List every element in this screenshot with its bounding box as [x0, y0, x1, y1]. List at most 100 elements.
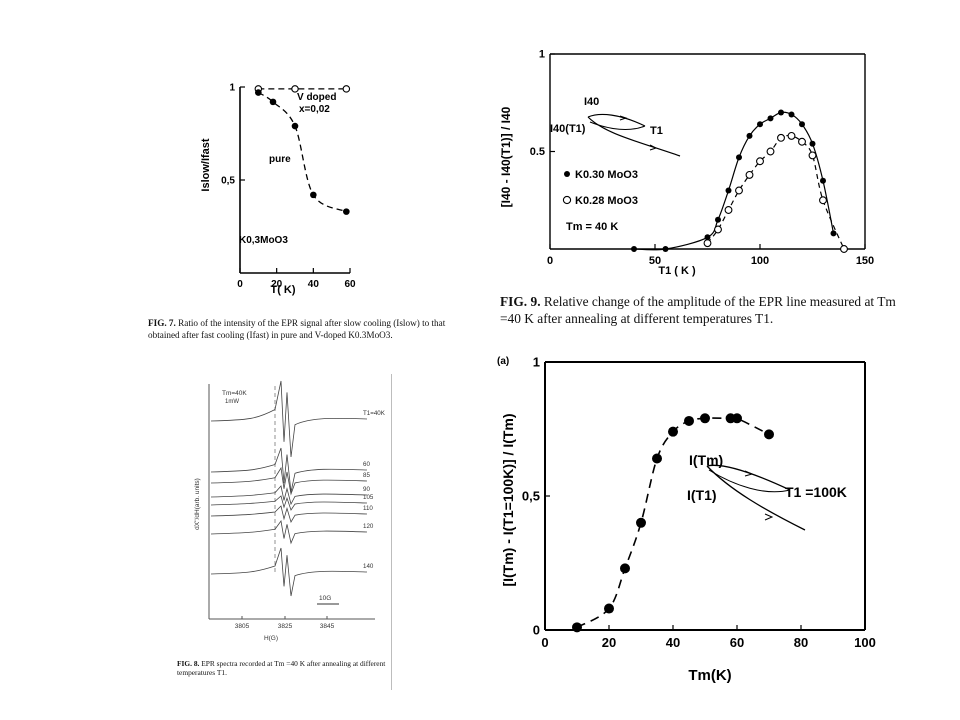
- fig8-trace-label: 85: [363, 472, 370, 479]
- fig8-trace-label: 140: [363, 563, 374, 570]
- fig9-k030-point: [715, 216, 721, 223]
- fig-a-inset: I(Tm) I(T1) T1 =100K: [687, 452, 847, 531]
- fig7-ylabel: Islow/Ifast: [200, 138, 212, 192]
- fig7-marks: [254, 85, 351, 215]
- fig9-k030-point: [778, 109, 784, 116]
- fig9-x-tick-label: 50: [649, 255, 661, 267]
- fig9-k030-point: [799, 121, 805, 128]
- fig8-x-tick-label: 3825: [278, 623, 293, 630]
- fig-a-point: [684, 415, 694, 426]
- fig-a-x-tick-label: 20: [602, 635, 616, 650]
- fig9-k030-point: [662, 246, 669, 252]
- fig7-xlabel: T( K): [270, 284, 295, 296]
- fig8-spectrum-trace: [210, 447, 368, 493]
- fig8-spectrum-trace: [210, 505, 368, 523]
- fig9-k030-point: [757, 121, 763, 128]
- fig8-scan-frame: [147, 374, 392, 690]
- fig-a-marks: [572, 413, 774, 633]
- fig7-vdoped-point: [291, 85, 299, 93]
- fig9-k028-point: [756, 157, 764, 166]
- fig8-caption: FIG. 8. EPR spectra recorded at Tm =40 K…: [177, 659, 399, 677]
- fig9-k030-point: [725, 187, 732, 194]
- fig-a-inset-label-it1: I(T1): [687, 487, 717, 503]
- fig-a-y-tick-label: 1: [533, 354, 540, 369]
- fig-a-inset-label-itm: I(Tm): [689, 452, 723, 468]
- fig9-legend: K0.30 MoO3 K0.28 MoO3 Tm = 40 K: [562, 169, 638, 233]
- fig-a-inset-arrow: [744, 470, 754, 477]
- fig9-k028-point: [787, 131, 796, 140]
- fig9-k030-point: [788, 111, 795, 118]
- fig-a-inset-arrow: [764, 513, 774, 521]
- fig-a-x-tick-label: 40: [666, 635, 680, 650]
- fig8-spectrum-trace: [210, 380, 368, 458]
- fig8-spectrum-trace: [210, 547, 368, 597]
- fig7-x-tick-label: 40: [308, 279, 320, 290]
- fig9-k030-point: [704, 234, 711, 241]
- fig9-x-tick-label: 150: [856, 255, 874, 267]
- fig7-x-tick-label: 60: [344, 279, 356, 290]
- fig8-spectrum-trace: [210, 519, 368, 545]
- fig-a-y-tick-label: 0,5: [522, 488, 540, 503]
- fig9-k028-point: [840, 245, 848, 253]
- fig-a-point: [764, 429, 774, 440]
- fig-a-axes: 0 20 40 60 80 100 0 0,5 1: [522, 354, 876, 650]
- fig-a-x-tick-label: 60: [730, 635, 744, 650]
- fig7-pure-point: [343, 208, 350, 215]
- fig9-k030-point: [820, 177, 826, 184]
- fig7-caption-label: FIG. 7.: [148, 318, 176, 328]
- fig9-k028-point: [819, 196, 827, 205]
- fig8-x-tick-label: 3805: [235, 623, 250, 630]
- fig-a-point: [572, 622, 582, 633]
- fig7-caption: FIG. 7. Ratio of the intensity of the EP…: [148, 318, 448, 341]
- fig8-scan-edge: [391, 374, 392, 690]
- fig7-chart: 0 20 40 60 0,5 1 T( K) Islow/Ifast V doped x=…: [200, 82, 356, 296]
- panel-a-label: (a): [497, 356, 510, 367]
- fig-a-inset-label-t1: T1 =100K: [785, 484, 847, 500]
- fig9-inset-return-curve: [589, 121, 646, 130]
- fig8-trace-label: 105: [363, 494, 374, 501]
- fig8-annotation-tm: Tm=40K: [222, 390, 247, 397]
- fig7-annotation-v-doped: V doped: [297, 92, 336, 103]
- fig-a-x-tick-label: 0: [541, 635, 548, 650]
- fig-a-inset-upper-curve: [706, 464, 791, 491]
- fig9-k028-point: [724, 206, 733, 214]
- fig8-caption-label: FIG. 8.: [177, 659, 200, 668]
- fig8-annotation-power: 1mW: [225, 399, 239, 405]
- fig7-axes: 0 20 40 60 0,5 1: [221, 82, 356, 290]
- fig8-x-tick-label: 3845: [320, 623, 335, 630]
- fig-a-chart: 0 20 40 60 80 100 0 0,5 1 Tm(K) [I(Tm) - I(T1=10…: [500, 354, 876, 684]
- fig9-caption: FIG. 9. Relative change of the amplitude…: [500, 294, 910, 327]
- fig9-legend-k028: K0.28 MoO3: [575, 195, 638, 207]
- fig8-spectrum-trace: [210, 495, 368, 511]
- fig9-x-tick-label: 0: [547, 255, 553, 267]
- fig9-marks: [631, 109, 848, 253]
- fig-a-point: [604, 603, 614, 614]
- fig-a-point: [668, 426, 678, 437]
- fig8-trace-label: 110: [363, 505, 373, 512]
- fig9-k028-point: [714, 225, 722, 234]
- fig9-y-tick-label: 1: [539, 49, 545, 61]
- fig-a-point: [652, 453, 662, 464]
- fig9-k030-point: [631, 246, 637, 252]
- fig9-inset-label-t1: T1: [650, 125, 663, 137]
- fig9-inset: I40 I40(T1) T1: [550, 96, 681, 157]
- fig7-annotation-compound: K0,3MoO3: [239, 235, 288, 246]
- fig8-trace-label: 90: [363, 486, 370, 493]
- fig9-k028-point: [703, 239, 712, 248]
- fig7-caption-text: Ratio of the intensity of the EPR signal…: [148, 318, 446, 340]
- fig8-annotation-scale: 10G: [319, 595, 331, 602]
- fig9-k028-point: [808, 151, 817, 160]
- fig7-vdoped-point: [342, 85, 351, 93]
- fig7-annotation-pure: pure: [269, 154, 291, 165]
- fig9-inset-upper-curve: [587, 113, 646, 127]
- fig-a-point: [636, 517, 646, 528]
- fig-a-x-tick-label: 100: [854, 635, 876, 650]
- fig7-y-tick-label: 1: [229, 82, 235, 93]
- fig7-pure-point: [291, 122, 299, 130]
- fig7-x-tick-label: 20: [271, 279, 283, 290]
- fig9-chart: 0 50 100 150 0.5 1 T1 ( K ) [I40 - I40(T1)] /…: [499, 49, 874, 277]
- fig9-ylabel: [I40 - I40(T1)] / I40: [499, 106, 513, 207]
- fig9-inset-arrow: [619, 115, 628, 121]
- fig8-trace-label: 120: [363, 523, 374, 530]
